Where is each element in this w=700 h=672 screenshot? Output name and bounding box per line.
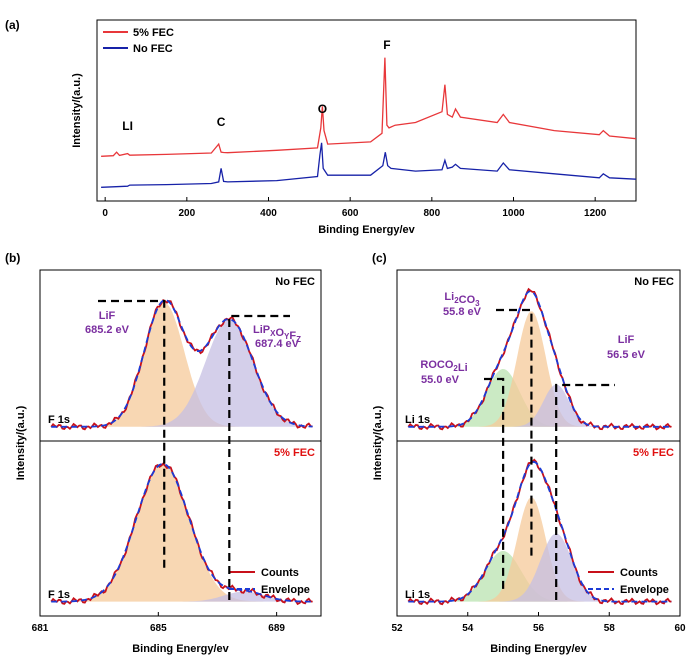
panel-b-frame [39,269,322,617]
component-peak-0-1 [408,311,672,427]
xlabel: Binding Energy/ev [490,643,587,655]
peak-label-name: LiF [99,310,116,322]
component-peak-0-0 [51,302,313,427]
subplot-title: No FEC [634,276,674,288]
envelope-line-0 [408,290,672,428]
panel-a-xtick-label: 0 [102,208,108,219]
xtick-label: 58 [604,623,616,634]
legend-counts-label: Counts [261,567,299,579]
region-label: F 1s [48,589,70,601]
region-label: Li 1s [405,414,430,426]
panel-label: (c) [372,251,387,265]
peak-label-value: 56.5 eV [607,349,646,361]
component-peak-0-2 [408,384,672,427]
legend-envelope-label: Envelope [620,584,669,596]
panel-a-xlabel: Binding Energy/ev [318,224,415,236]
guide-line-lif [98,299,166,572]
component-peak-1-2 [408,533,672,602]
xtick-label: 685 [150,623,167,634]
envelope-line-1 [51,462,313,603]
panel-a-ylabel: Intensity/(a.u.) [71,73,83,148]
guide-line-li2co3 [496,308,533,560]
panel-a-legend-entry-1: No FEC [133,43,173,55]
xtick-label: 56 [533,623,545,634]
component-peak-1-0 [51,463,313,602]
panel-a-xtick-label: 600 [342,208,359,219]
panel-label: (b) [5,251,20,265]
panel-a-frame [96,19,637,202]
peak-label-name: Li2CO3 [444,291,480,308]
xtick-label: 681 [32,623,49,634]
component-peak-1-1 [51,591,313,602]
region-label: F 1s [48,414,70,426]
ylabel: Intensity/(a.u.) [15,405,27,480]
xlabel: Binding Energy/ev [132,643,229,655]
panel-a-series-1 [101,142,637,188]
subplot-title: 5% FEC [274,447,315,459]
peak-label-name: LiPXOYFZ [253,324,301,344]
counts-line-1 [407,458,672,606]
panel-a-peak-annotation: F [383,38,390,52]
subplot-title: No FEC [275,276,315,288]
guide-line-lipxoyfz [228,314,290,600]
panel-a-label: (a) [5,18,20,32]
legend-counts-label: Counts [620,567,658,579]
xtick-label: 52 [391,623,403,634]
peak-label-value: 55.8 eV [443,306,482,318]
peak-label-value: 55.0 eV [421,374,460,386]
panel-a-peak-annotation: O [318,102,327,116]
component-peak-1-1 [408,497,672,602]
component-peak-1-0 [408,551,672,602]
subplot-title: 5% FEC [633,447,674,459]
xtick-label: 60 [674,623,686,634]
panel-a-peak-annotation: LI [122,119,133,133]
peak-label-value: 687.4 eV [255,338,300,350]
xtick-label: 689 [268,623,285,634]
panel-a-series-0 [101,57,637,157]
guide-line-roco2li [484,377,505,592]
peak-label-name: LiF [618,334,635,346]
peak-label-value: 685.2 eV [85,324,130,336]
panel-a-xtick-label: 1000 [502,208,525,219]
panel-a-xtick-label: 800 [423,208,440,219]
ylabel: Intensity/(a.u.) [372,405,384,480]
panel-a-peak-annotation: C [217,115,226,129]
panel-a-xtick-label: 200 [178,208,195,219]
guide-line-lif [555,383,615,600]
peak-label-name: ROCO2Li [420,359,467,374]
envelope-line-1 [408,460,672,603]
panel-a-legend-entry-0: 5% FEC [133,27,174,39]
legend-envelope-label: Envelope [261,584,310,596]
region-label: Li 1s [405,589,430,601]
panel-a-xtick-label: 1200 [584,208,607,219]
envelope-line-0 [51,298,313,428]
panel-a-xtick-label: 400 [260,208,277,219]
xtick-label: 54 [462,623,474,634]
